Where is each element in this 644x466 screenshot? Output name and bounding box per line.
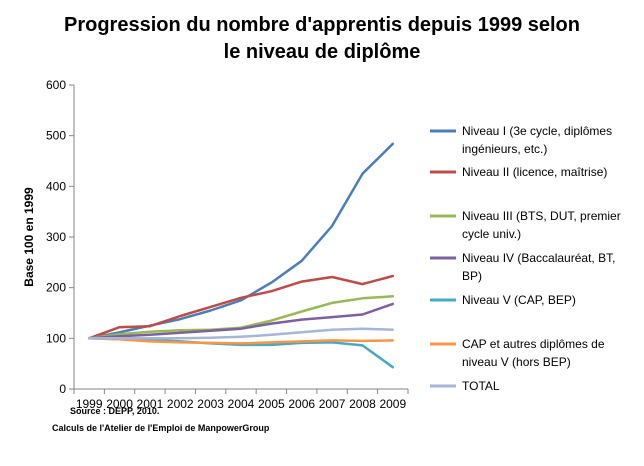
- series-line-6: [87, 337, 395, 345]
- legend-item-7: TOTAL: [430, 379, 500, 393]
- x-tick-label: 2009: [379, 397, 406, 411]
- series-line-4: [87, 302, 395, 340]
- series-line-3: [87, 295, 395, 340]
- legend-label: Niveau V (CAP, BEP): [462, 293, 576, 307]
- legend-label: Niveau IV (Baccalauréat, BT,: [462, 251, 615, 265]
- legend-item-3: Niveau III (BTS, DUT, premier cycle univ.…: [430, 209, 621, 241]
- y-tick-label: 0: [59, 382, 66, 396]
- x-tick-label: 2005: [258, 397, 285, 411]
- legend-label: Niveau I (3e cycle, diplômes: [462, 124, 612, 138]
- x-tick-label: 2004: [228, 397, 255, 411]
- series-line-1: [87, 142, 395, 340]
- legend-item-1: Niveau I (3e cycle, diplômes ingénieurs, …: [430, 124, 612, 156]
- x-tick-label: 2000: [106, 397, 133, 411]
- source-line-1: Source : DEPP, 2010.: [70, 406, 159, 416]
- legend-label: ingénieurs, etc.): [462, 142, 547, 156]
- y-tick-label: 300: [46, 230, 66, 244]
- legend-label: Niveau III (BTS, DUT, premier: [462, 209, 621, 223]
- legend-label: BP): [462, 269, 482, 283]
- y-tick-label: 500: [46, 129, 66, 143]
- y-tick-label: 100: [46, 331, 66, 345]
- x-tick-label: 2001: [137, 397, 164, 411]
- legend-item-2: Niveau II (licence, maîtrise): [430, 165, 607, 179]
- legend: Niveau I (3e cycle, diplômes ingénieurs, …: [430, 124, 621, 393]
- y-tick-label: 400: [46, 179, 66, 193]
- series-line-2: [87, 274, 395, 340]
- legend-label: TOTAL: [462, 379, 500, 393]
- legend-item-5: Niveau V (CAP, BEP): [430, 293, 576, 307]
- y-tick-label: 200: [46, 281, 66, 295]
- legend-label: CAP et autres diplômes de: [462, 337, 605, 351]
- series-line-7: [87, 327, 395, 340]
- x-tick-label: 2007: [319, 397, 346, 411]
- x-tick-label: 2008: [349, 397, 376, 411]
- x-tick-label: 2003: [197, 397, 224, 411]
- legend-item-4: Niveau IV (Baccalauréat, BT, BP): [430, 251, 615, 283]
- x-axis: 1999 2000 2001 2002 2003 2004 2005 2006 2007 2008…: [73, 388, 409, 411]
- x-tick-label: 2006: [288, 397, 315, 411]
- source-line-2: Calculs de l'Atelier de l'Emploi de Manp…: [52, 423, 270, 433]
- y-axis-label: Base 100 en 1999: [22, 187, 36, 287]
- y-tick-label: 600: [46, 78, 66, 92]
- x-tick-label: 1999: [76, 397, 103, 411]
- chart-title-line-1: Progression du nombre d'apprentis depuis…: [64, 14, 580, 36]
- x-tick-label: 2002: [167, 397, 194, 411]
- chart-title-line-2: le niveau de diplôme: [224, 41, 421, 63]
- series-lines: [87, 142, 395, 369]
- legend-item-6: CAP et autres diplômes de niveau V (hors …: [430, 337, 605, 369]
- legend-label: Niveau II (licence, maîtrise): [462, 165, 607, 179]
- y-axis: 0 100 200 300 400 500 600: [46, 78, 75, 396]
- legend-label: niveau V (hors BEP): [462, 355, 571, 369]
- legend-label: cycle univ.): [462, 227, 521, 241]
